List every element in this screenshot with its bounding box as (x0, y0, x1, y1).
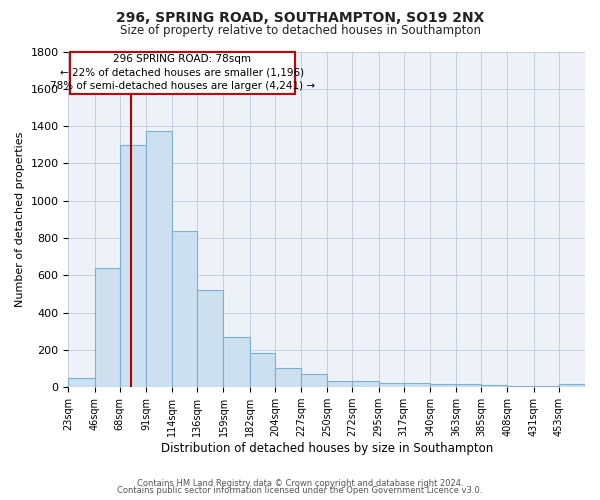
Bar (197, 290, 223, 387)
Bar (146, 131, 172, 387)
Bar (95, 268, 120, 387)
Bar (301, 374, 327, 387)
Y-axis label: Number of detached properties: Number of detached properties (15, 132, 25, 307)
Text: Contains HM Land Registry data © Crown copyright and database right 2024.: Contains HM Land Registry data © Crown c… (137, 478, 463, 488)
Bar (533, 386, 559, 387)
Bar (559, 384, 585, 387)
Bar (379, 384, 404, 387)
Bar (120, 145, 146, 387)
Bar (508, 386, 533, 387)
Bar (172, 230, 197, 387)
Text: Size of property relative to detached houses in Southampton: Size of property relative to detached ho… (119, 24, 481, 37)
Text: 296 SPRING ROAD: 78sqm: 296 SPRING ROAD: 78sqm (113, 54, 251, 64)
Bar (430, 384, 456, 387)
Bar (404, 384, 430, 387)
Bar (68, 378, 95, 387)
Bar (250, 352, 275, 387)
Bar (481, 386, 508, 387)
Text: 78% of semi-detached houses are larger (4,241) →: 78% of semi-detached houses are larger (… (50, 81, 315, 91)
FancyBboxPatch shape (70, 52, 295, 94)
Text: Contains public sector information licensed under the Open Government Licence v3: Contains public sector information licen… (118, 486, 482, 495)
Bar (327, 380, 352, 387)
Bar (223, 337, 250, 387)
Bar (456, 384, 481, 387)
Bar (352, 380, 379, 387)
X-axis label: Distribution of detached houses by size in Southampton: Distribution of detached houses by size … (161, 442, 493, 455)
Text: 296, SPRING ROAD, SOUTHAMPTON, SO19 2NX: 296, SPRING ROAD, SOUTHAMPTON, SO19 2NX (116, 11, 484, 25)
Bar (275, 368, 301, 387)
Text: ← 22% of detached houses are smaller (1,196): ← 22% of detached houses are smaller (1,… (61, 68, 305, 78)
